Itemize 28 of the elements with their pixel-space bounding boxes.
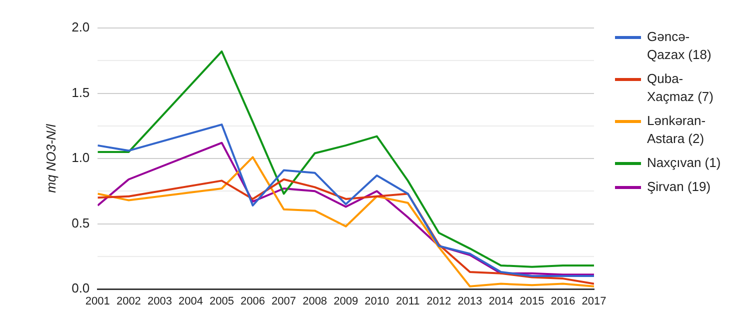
x-tick-label: 2007 [272, 296, 296, 308]
x-tick-label: 2011 [396, 296, 420, 308]
x-tick-label: 2005 [210, 296, 234, 308]
legend-label: Quba-Xaçmaz (7) [647, 70, 714, 106]
y-tick-label: 1.0 [72, 150, 90, 166]
y-tick-label: 0.0 [72, 280, 90, 296]
y-tick-label: 1.5 [72, 84, 90, 100]
x-tick-label: 2013 [458, 296, 482, 308]
legend-label: Naxçıvan (1) [647, 154, 721, 172]
x-tick-label: 2014 [488, 296, 514, 308]
x-tick-label: 2006 [240, 296, 266, 308]
x-tick-label: 2017 [582, 296, 606, 308]
y-tick-label: 0.5 [72, 215, 90, 230]
legend-label: Lənkəran-Astara (2) [647, 112, 707, 148]
x-tick-label: 2003 [147, 296, 172, 308]
x-tick-label: 2015 [520, 296, 544, 308]
x-tick-label: 2004 [178, 296, 203, 308]
legend-label: Gəncə-Qazax (18) [647, 28, 712, 64]
x-tick-label: 2010 [364, 296, 390, 308]
x-tick-label: 2016 [550, 296, 576, 308]
y-axis-title: mq NO3-N/l [43, 123, 58, 193]
x-tick-label: 2008 [302, 296, 328, 308]
legend-label: Şirvan (19) [647, 178, 711, 196]
y-tick-label: 2.0 [72, 20, 90, 35]
x-tick-label: 2001 [85, 296, 110, 308]
x-tick-label: 2002 [116, 296, 141, 308]
x-tick-label: 2012 [426, 296, 452, 308]
x-tick-label: 2009 [334, 296, 358, 308]
